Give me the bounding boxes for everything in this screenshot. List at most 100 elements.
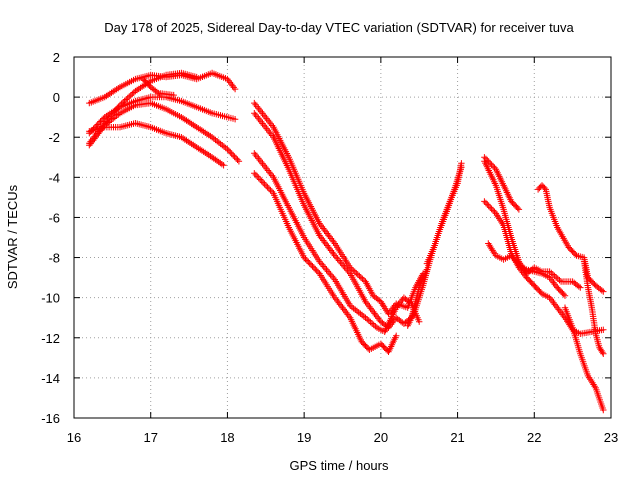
data-point [255,174,262,182]
data-point [598,287,605,294]
data-point [127,92,134,99]
data-point [599,349,606,356]
ticks [73,56,612,419]
data-point [309,263,316,270]
data-point [90,137,97,144]
data-point [328,273,336,280]
data-point [334,255,341,262]
data-point [336,301,344,308]
data-point [356,272,363,280]
data-point [384,322,391,329]
data-point [261,180,268,188]
data-point [489,207,497,214]
data-point [259,179,267,186]
x-tick-label: 22 [527,430,541,445]
data-point [331,294,338,301]
data-point [365,317,372,324]
data-point [508,252,515,259]
data-point [575,283,582,290]
data-point [95,119,103,127]
data-point [367,318,374,326]
series-track-c2 [423,160,465,267]
data-point [97,118,104,125]
data-point [554,275,561,282]
data-point [303,257,311,264]
data-point [170,91,177,99]
x-tick-label: 19 [297,430,311,445]
data-point [257,176,264,183]
data-point [481,198,488,205]
y-tick-label: -14 [41,371,60,386]
data-point [482,199,490,207]
data-point [232,155,240,162]
data-point [458,160,465,167]
series-track-b4 [251,170,400,355]
data-point [362,298,369,305]
data-point [153,88,161,96]
data-point [514,204,521,212]
chart-title: Day 178 of 2025, Sidereal Day-to-day VTE… [104,20,574,35]
data-point [86,142,93,149]
data-point [551,301,558,308]
data-point [235,158,243,165]
data-point [126,93,133,100]
data-point [231,85,239,93]
data-point [121,97,128,105]
data-point [316,220,323,227]
data-point [340,262,347,269]
data-point [320,263,327,270]
data-point [485,202,492,210]
grid [74,57,611,418]
x-tick-label: 16 [67,430,81,445]
data-point [351,268,358,275]
data-point [367,305,374,312]
data-point [231,153,238,160]
data-point [577,284,584,291]
x-axis-label: GPS time / hours [290,458,389,473]
data-point [393,332,400,339]
data-point [368,320,376,327]
x-tick-label: 21 [450,430,464,445]
data-point [225,147,233,154]
data-point [520,271,528,278]
data-point [347,264,354,271]
data-point [228,150,235,157]
y-tick-label: -10 [41,291,60,306]
series-track-b3 [251,150,423,335]
data-point [372,323,379,330]
y-tick-label: -8 [48,251,60,266]
data-point [224,75,231,83]
series-track-a4 [86,120,227,169]
data-point [376,297,383,304]
x-tick-label: 18 [220,430,234,445]
data-point [416,318,423,325]
data-point [338,260,345,267]
data-point [305,258,312,266]
data-point [321,264,329,272]
plot-frame [73,56,612,419]
data-point [488,161,495,168]
series-track-a5 [86,99,243,165]
data-point [353,270,360,277]
data-point [326,269,333,277]
data-point [268,188,276,195]
data-point [325,232,332,239]
x-tick-label: 23 [604,430,618,445]
data-point [319,261,326,268]
data-point [511,257,519,264]
data-point [548,269,555,277]
data-point [340,306,347,313]
data-point [313,267,320,274]
data-point [254,173,261,180]
data-point [551,272,558,280]
data-point [381,328,388,335]
data-point [262,182,270,189]
data-point [354,271,361,278]
series-track-d4 [485,240,569,299]
data-point [322,240,330,248]
data-point [600,406,607,414]
y-tick-label: 2 [53,50,60,65]
data-point [364,316,371,323]
series-track-d2 [481,158,584,291]
data-point [98,116,106,124]
